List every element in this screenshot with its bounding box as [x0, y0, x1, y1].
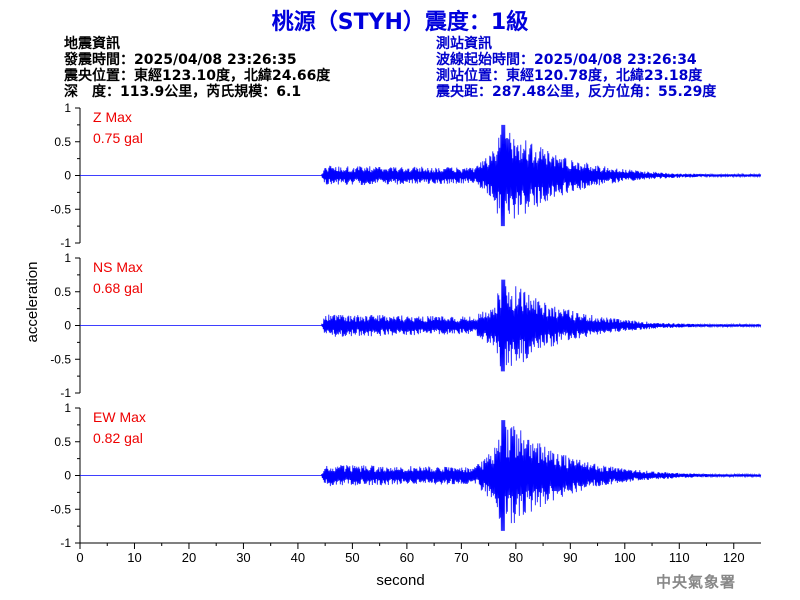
waveform-ew [80, 420, 762, 531]
max-label: Z Max [93, 109, 132, 125]
x-tick-label: 60 [400, 550, 414, 565]
x-tick-label: 110 [669, 550, 690, 565]
panel-z: 1 0.5 0 -0.5 -1 Z Max 0.75 gal [50, 101, 762, 250]
y-tick-label: 0 [64, 319, 71, 333]
panel-ew: 1 0.5 0 -0.5 -1 EW Max 0.82 gal [50, 401, 762, 550]
x-tick-label: 0 [76, 550, 83, 565]
station-location: 測站位置：東經120.78度，北緯23.18度 [436, 68, 703, 84]
y-tick-label: -0.5 [50, 202, 71, 216]
y-tick-label: 1 [64, 401, 71, 415]
depth-magnitude: 深 度：113.9公里，芮氏規模：6.1 [64, 84, 302, 100]
x-tick-label: 70 [454, 550, 468, 565]
y-tick-label: -1 [60, 236, 71, 250]
max-value: 0.82 gal [93, 430, 143, 446]
x-tick-label: 10 [127, 550, 141, 565]
y-tick-label: 1 [64, 101, 71, 115]
station-info-heading: 測站資訊 [436, 36, 492, 52]
panel-ns: 1 0.5 0 -0.5 -1 NS Max 0.68 gal [50, 251, 762, 400]
x-tick-label: 40 [291, 550, 305, 565]
y-axis-label: acceleration [24, 262, 41, 343]
y-tick-label: -1 [60, 386, 71, 400]
x-tick-label: 90 [563, 550, 577, 565]
y-tick-label: -0.5 [50, 502, 71, 516]
earthquake-info: 地震資訊 發震時間：2025/04/08 23:26:35 震央位置：東經123… [64, 36, 330, 100]
x-tick-label: 20 [182, 550, 196, 565]
arrival-time: 波線起始時間：2025/04/08 23:26:34 [436, 52, 697, 68]
x-tick-label: 30 [236, 550, 250, 565]
max-label: NS Max [93, 259, 143, 275]
distance-azimuth: 震央距：287.48公里，反方位角：55.29度 [436, 84, 717, 100]
y-tick-label: 0 [64, 169, 71, 183]
y-tick-label: -1 [60, 536, 71, 550]
max-label: EW Max [93, 409, 146, 425]
waveform-z [80, 124, 762, 227]
epicenter: 震央位置：東經123.10度，北緯24.66度 [64, 68, 331, 84]
quake-info-heading: 地震資訊 [64, 36, 120, 52]
waveform-ns [80, 279, 762, 372]
chart-title: 桃源（STYH）震度：1級 [271, 10, 529, 35]
x-axis-label: second [376, 572, 424, 589]
station-info: 測站資訊 波線起始時間：2025/04/08 23:26:34 測站位置：東經1… [436, 36, 716, 100]
y-tick-label: 0.5 [54, 135, 71, 149]
agency-credit: 中央氣象署 [656, 573, 737, 591]
x-tick-label: 50 [345, 550, 359, 565]
origin-time: 發震時間：2025/04/08 23:26:35 [64, 52, 297, 68]
x-tick-label: 80 [509, 550, 523, 565]
y-tick-label: 0.5 [54, 285, 71, 299]
max-value: 0.75 gal [93, 130, 143, 146]
x-tick-label: 120 [723, 550, 745, 565]
y-tick-label: 0.5 [54, 435, 71, 449]
y-tick-label: 0 [64, 469, 71, 483]
x-tick-label: 100 [614, 550, 636, 565]
max-value: 0.68 gal [93, 280, 143, 296]
y-tick-label: -0.5 [50, 352, 71, 366]
y-tick-label: 1 [64, 251, 71, 265]
